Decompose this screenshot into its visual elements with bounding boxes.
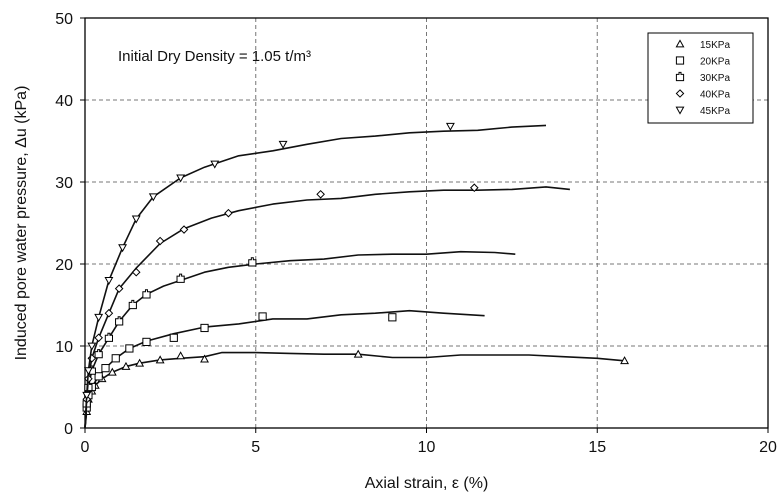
data-point-20KPa [169,333,178,342]
legend-label-45KPa: 45KPa [700,106,730,117]
data-point-20KPa [125,344,134,353]
data-point-40KPa [131,267,141,277]
data-point-15KPa [155,355,165,364]
data-point-45KPa [82,391,92,400]
data-point-15KPa [176,351,186,360]
data-point-45KPa [118,244,128,253]
data-point-45KPa [83,367,93,376]
series-40KPa [82,183,570,429]
data-point-20KPa [101,364,110,373]
density-annotation: Initial Dry Density = 1.05 t/m³ [118,48,311,65]
data-point-30KPa [176,273,185,283]
y-tick-label: 30 [55,175,73,192]
data-point-45KPa [445,122,455,131]
data-point-40KPa [87,353,97,363]
legend: 15KPa 20KPa 30KPa 40KPa 45KPa [647,32,754,124]
data-point-45KPa [210,160,220,169]
data-point-20KPa [258,312,267,321]
data-point-20KPa [111,354,120,363]
data-point-20KPa [94,372,103,381]
x-tick-label: 5 [251,439,260,456]
data-point-15KPa [353,349,363,358]
data-point-30KPa [142,289,151,299]
data-point-45KPa [176,174,186,183]
legend-box [647,32,754,124]
data-point-40KPa [155,236,165,246]
data-point-40KPa [94,333,103,343]
data-point-40KPa [114,284,124,293]
data-point-40KPa [316,189,325,199]
series-line-40KPa [84,186,570,429]
data-point-40KPa [224,208,233,218]
series-line-45KPa [84,124,547,429]
data-point-45KPa [94,313,104,322]
legend-item-20KPa: 20KPa [675,56,730,68]
data-point-15KPa [135,358,145,367]
legend-marker-20KPa [675,56,685,65]
data-point-30KPa [128,299,137,310]
data-point-45KPa [278,140,288,149]
data-point-30KPa [104,332,114,342]
y-axis-label: Induced pore water pressure, Δu (kPa) [13,86,30,361]
y-tick-label: 50 [55,11,73,28]
legend-item-30KPa: 30KPa [675,71,730,84]
data-point-15KPa [121,361,131,370]
y-tick-label: 10 [55,339,73,356]
data-point-45KPa [131,215,141,224]
data-point-20KPa [142,337,151,346]
legend-item-15KPa: 15KPa [675,39,730,51]
legend-item-40KPa: 40KPa [675,89,730,101]
x-axis-label: Axial strain, ε (%) [365,475,489,492]
legend-marker-45KPa [675,106,685,115]
data-point-20KPa [200,323,209,333]
legend-label-15KPa: 15KPa [700,40,730,51]
series-line-30KPa [84,250,516,429]
legend-label-20KPa: 20KPa [700,57,730,68]
data-point-45KPa [87,342,97,351]
legend-label-30KPa: 30KPa [700,73,730,84]
legend-marker-15KPa [675,39,685,48]
legend-marker-40KPa [675,89,685,98]
axis-ticks: 0 5 10 15 20 0 10 20 30 40 50 [55,11,777,456]
y-tick-label: 0 [64,421,73,438]
x-tick-label: 0 [81,439,90,456]
data-point-45KPa [148,193,158,202]
data-point-30KPa [94,349,103,359]
data-point-15KPa [620,356,630,365]
data-point-15KPa [200,354,209,363]
data-point-30KPa [115,316,124,326]
data-point-40KPa [104,308,114,318]
data-point-40KPa [179,225,189,234]
legend-marker-30KPa [675,71,685,82]
legend-label-40KPa: 40KPa [700,90,730,101]
data-point-20KPa [388,313,397,322]
series-45KPa [82,122,547,429]
data-point-40KPa [470,183,479,193]
y-tick-label: 40 [55,93,73,110]
y-tick-label: 20 [55,257,73,274]
data-point-45KPa [104,277,114,286]
data-point-30KPa [248,257,257,267]
data-point-15KPa [107,367,117,376]
x-tick-label: 10 [418,439,436,456]
series-layer [82,122,630,429]
legend-item-45KPa: 45KPa [675,106,730,117]
x-tick-label: 20 [759,439,777,456]
x-tick-label: 15 [588,439,606,456]
